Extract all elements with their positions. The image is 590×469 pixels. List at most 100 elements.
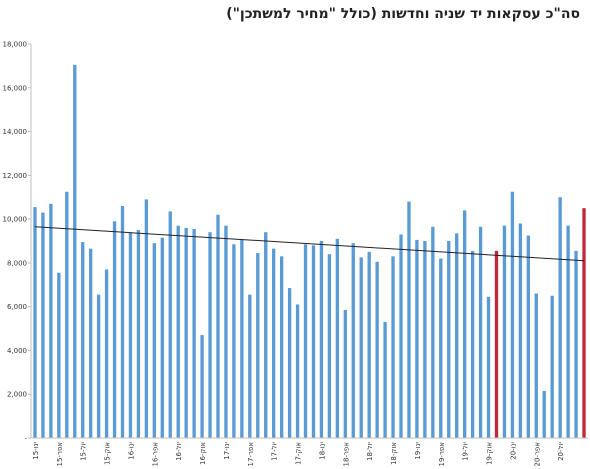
x-tick-label: יול-17 xyxy=(271,442,279,461)
bar xyxy=(335,238,340,438)
x-tick-label: אוק-19 xyxy=(486,442,494,465)
bar xyxy=(168,211,172,438)
bar xyxy=(486,296,491,438)
x-tick-label: אוק-17 xyxy=(295,442,303,465)
bar xyxy=(415,239,419,438)
bar xyxy=(295,304,300,438)
x-tick-label: יול-18 xyxy=(366,442,374,461)
bar xyxy=(192,228,196,438)
x-tick-label: ינו-18 xyxy=(318,442,326,460)
x-tick-label: אוק-16 xyxy=(199,442,207,465)
bar xyxy=(431,226,435,438)
x-tick-label: ינו-19 xyxy=(414,442,422,460)
bar xyxy=(319,241,324,438)
x-tick-label: אפר-16 xyxy=(151,442,159,467)
bar xyxy=(41,212,45,438)
bar xyxy=(287,288,292,438)
bar xyxy=(510,191,515,438)
bar xyxy=(65,191,69,438)
bar xyxy=(478,226,483,438)
bar xyxy=(439,258,443,438)
x-tick-label: אוק-18 xyxy=(390,442,398,465)
trendline xyxy=(34,226,585,262)
x-tick-label: אפר-17 xyxy=(247,442,255,467)
bar xyxy=(96,294,101,438)
x-tick-label: יול-20 xyxy=(557,442,565,461)
y-tick-label: 14,000 xyxy=(3,128,28,136)
bar xyxy=(343,309,347,438)
bar xyxy=(566,225,570,438)
bar xyxy=(351,243,355,438)
bar-highlighted xyxy=(582,208,586,438)
x-tick-label: אפר-20 xyxy=(533,442,541,467)
x-tick-label: ינו-17 xyxy=(223,442,231,460)
bar xyxy=(399,234,403,438)
x-tick-label: אפר-19 xyxy=(438,442,446,467)
bar xyxy=(184,227,188,438)
bar xyxy=(152,243,156,438)
bar xyxy=(391,256,395,438)
bar xyxy=(224,225,228,438)
y-tick-label: 16,000 xyxy=(3,84,28,92)
bar xyxy=(542,390,546,438)
bar xyxy=(423,241,427,438)
bar xyxy=(550,295,554,438)
bar xyxy=(144,199,149,438)
x-tick-label: אפר-18 xyxy=(342,442,350,467)
bar xyxy=(81,242,85,438)
y-axis: - 2,000 4,000 6,000 8,000 10,000 12,000 14,000 1… xyxy=(3,41,32,443)
bar xyxy=(256,253,260,438)
y-tick-label: 8,000 xyxy=(7,259,27,267)
bar xyxy=(49,203,53,438)
y-tick-label: - xyxy=(24,435,27,443)
x-axis: ינו-15 אפר-15 יול-15 אוק-15 ינו-16 אפר-16 יול-… xyxy=(31,437,588,467)
bar xyxy=(367,251,371,438)
y-tick-label: 10,000 xyxy=(3,216,28,224)
bars xyxy=(33,64,586,438)
bar xyxy=(248,294,252,438)
y-tick-label: 18,000 xyxy=(3,41,28,49)
bar xyxy=(136,230,141,438)
x-tick-label: יול-16 xyxy=(175,442,183,461)
bar xyxy=(558,197,562,438)
x-tick-label: ינו-16 xyxy=(127,442,135,460)
x-tick-label: ינו-20 xyxy=(509,442,517,460)
bar xyxy=(303,244,308,438)
bar xyxy=(264,232,268,438)
bar xyxy=(311,245,316,438)
bar xyxy=(279,256,284,438)
bar xyxy=(112,221,117,438)
bar xyxy=(208,232,212,438)
chart-title: סה"כ עסקאות יד שניה וחדשות (כולל "מחיר ל… xyxy=(226,6,580,22)
bar xyxy=(272,248,276,438)
bar xyxy=(216,214,220,438)
bar xyxy=(57,272,61,438)
bar xyxy=(200,335,204,438)
bar-highlighted xyxy=(494,250,499,438)
x-tick-label: אוק-15 xyxy=(104,442,112,465)
bar xyxy=(359,257,363,438)
bar xyxy=(33,207,37,438)
bar xyxy=(383,321,387,438)
bar xyxy=(232,244,236,438)
bar xyxy=(502,225,507,438)
y-tick-label: 12,000 xyxy=(3,172,28,180)
bar xyxy=(407,201,411,438)
bar xyxy=(518,223,523,438)
bar xyxy=(120,205,125,438)
bar xyxy=(470,250,475,438)
bar xyxy=(327,254,332,438)
x-tick-label: אפר-15 xyxy=(56,442,64,467)
bar xyxy=(176,225,180,438)
bar xyxy=(128,232,133,438)
bar xyxy=(89,248,93,438)
y-tick-label: 4,000 xyxy=(7,347,27,355)
x-tick-label: יול-19 xyxy=(462,442,470,461)
bar xyxy=(160,237,164,438)
bar xyxy=(447,241,451,438)
bar xyxy=(574,250,578,438)
bar xyxy=(526,235,530,438)
bar xyxy=(455,233,459,438)
x-tick-label: יול-15 xyxy=(80,442,88,461)
bar xyxy=(534,293,538,438)
